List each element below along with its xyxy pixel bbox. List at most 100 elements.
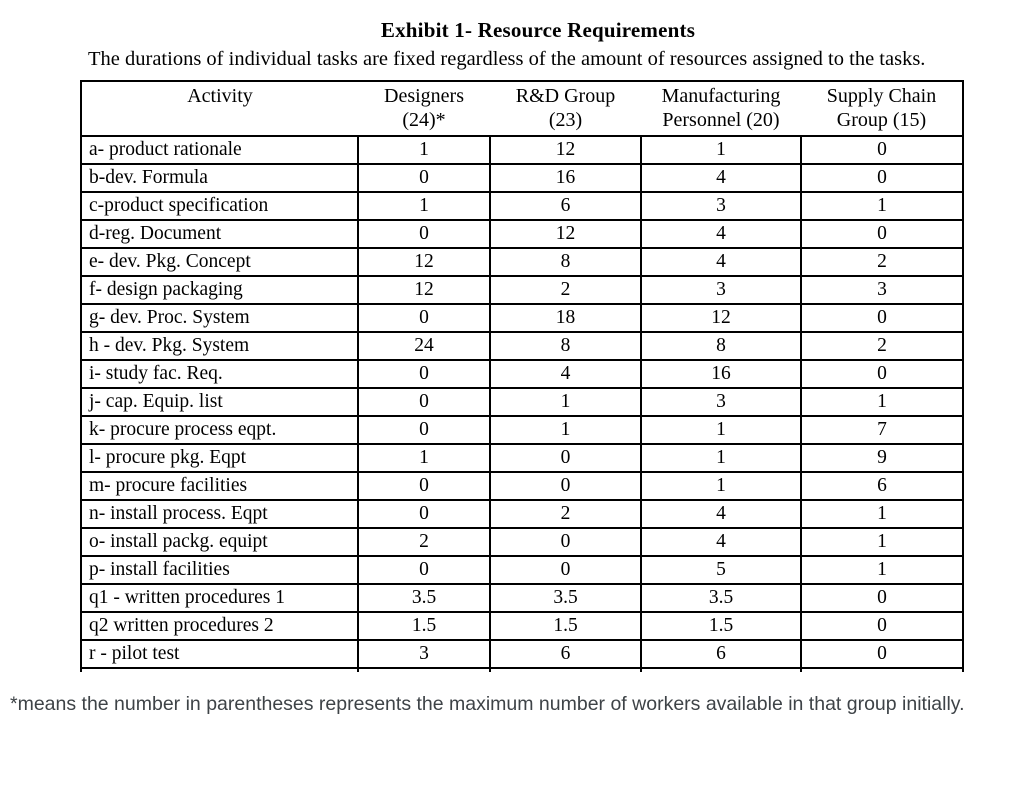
activity-cell: p- install facilities xyxy=(80,554,359,585)
supply-chain-value-cell: 6 xyxy=(800,470,964,501)
designers-value-cell: 3 xyxy=(357,638,491,669)
table-row: p- install facilities 0 0 5 1 xyxy=(80,554,964,585)
rd-group-value-cell: 1 xyxy=(489,386,642,417)
activity-cell: n- install process. Eqpt xyxy=(80,498,359,529)
column-header-designers: Designers (24)* xyxy=(358,80,490,137)
activity-cell: r - pilot test xyxy=(80,638,359,669)
manufacturing-value-cell: 4 xyxy=(640,162,802,193)
table-row: o- install packg. equipt 2 0 4 1 xyxy=(80,526,964,557)
manufacturing-value-cell: 3 xyxy=(640,386,802,417)
column-header-line1: R&D Group xyxy=(515,84,616,107)
column-header-manufacturing-personnel: Manufacturing Personnel (20) xyxy=(641,80,801,137)
manufacturing-value-cell: 4 xyxy=(640,218,802,249)
supply-chain-value-cell: 9 xyxy=(800,442,964,473)
column-header-line1: Designers xyxy=(384,84,464,107)
footnote: *means the number in parentheses represe… xyxy=(10,692,965,715)
table-row: e- dev. Pkg. Concept 12 8 4 2 xyxy=(80,246,964,277)
manufacturing-value-cell: 1 xyxy=(640,414,802,445)
supply-chain-value-cell: 1 xyxy=(800,386,964,417)
manufacturing-value-cell: 1.5 xyxy=(640,610,802,641)
column-header-line1: Manufacturing xyxy=(661,84,781,107)
rd-group-value-cell: 8 xyxy=(489,330,642,361)
manufacturing-value-cell: 8 xyxy=(640,330,802,361)
document-page: Exhibit 1- Resource Requirements The dur… xyxy=(0,18,1024,719)
column-header-line2: (23) xyxy=(548,108,583,131)
activity-cell: o- install packg. equipt xyxy=(80,526,359,557)
table-row: n- install process. Eqpt 0 2 4 1 xyxy=(80,498,964,529)
supply-chain-value-cell: 2 xyxy=(800,246,964,277)
activity-cell: q1 - written procedures 1 xyxy=(80,582,359,613)
supply-chain-value-cell: 0 xyxy=(800,134,964,165)
manufacturing-value-cell: 1 xyxy=(640,134,802,165)
designers-value-cell: 0 xyxy=(357,414,491,445)
column-header-line2: Group (15) xyxy=(836,108,927,131)
manufacturing-value-cell: 4 xyxy=(640,498,802,529)
manufacturing-value-cell: 5 xyxy=(640,554,802,585)
rd-group-value-cell: 6 xyxy=(489,638,642,669)
manufacturing-value-cell: 6 xyxy=(640,638,802,669)
supply-chain-value-cell: 0 xyxy=(800,162,964,193)
column-header-line2: (24)* xyxy=(402,108,446,131)
rd-group-value-cell: 2 xyxy=(489,274,642,305)
resource-requirements-table: Activity Designers (24)* R&D Group (23) … xyxy=(80,79,964,672)
rd-group-value-cell: 3.5 xyxy=(489,582,642,613)
column-header-line2: Personnel (20) xyxy=(662,108,780,131)
designers-value-cell: 1 xyxy=(357,134,491,165)
designers-value-cell: 0 xyxy=(357,302,491,333)
designers-value-cell: 2 xyxy=(357,526,491,557)
table-row: r - pilot test 3 6 6 0 xyxy=(80,638,964,669)
table-row: j- cap. Equip. list 0 1 3 1 xyxy=(80,386,964,417)
activity-cell: k- procure process eqpt. xyxy=(80,414,359,445)
table-row: f- design packaging 12 2 3 3 xyxy=(80,274,964,305)
intro-paragraph: The durations of individual tasks are fi… xyxy=(88,48,926,70)
designers-value-cell: 24 xyxy=(357,330,491,361)
supply-chain-value-cell: 0 xyxy=(800,610,964,641)
activity-cell: j- cap. Equip. list xyxy=(80,386,359,417)
activity-cell: f- design packaging xyxy=(80,274,359,305)
manufacturing-value-cell: 4 xyxy=(640,246,802,277)
column-header-activity: Activity xyxy=(81,80,358,137)
supply-chain-value-cell: 0 xyxy=(800,302,964,333)
table-row: c-product specification 1 6 3 1 xyxy=(80,190,964,221)
manufacturing-value-cell: 3.5 xyxy=(640,582,802,613)
designers-value-cell: 1 xyxy=(357,190,491,221)
table-row: g- dev. Proc. System 0 18 12 0 xyxy=(80,302,964,333)
table-row: l- procure pkg. Eqpt 1 0 1 9 xyxy=(80,442,964,473)
rd-group-value-cell: 0 xyxy=(489,554,642,585)
supply-chain-value-cell: 0 xyxy=(800,638,964,669)
activity-cell: l- procure pkg. Eqpt xyxy=(80,442,359,473)
activity-cell: g- dev. Proc. System xyxy=(80,302,359,333)
manufacturing-value-cell: 3 xyxy=(640,274,802,305)
rd-group-value-cell: 12 xyxy=(489,218,642,249)
supply-chain-value-cell: 3 xyxy=(800,274,964,305)
table-row: k- procure process eqpt. 0 1 1 7 xyxy=(80,414,964,445)
manufacturing-value-cell: 16 xyxy=(640,358,802,389)
designers-value-cell: 0 xyxy=(357,162,491,193)
activity-cell: m- procure facilities xyxy=(80,470,359,501)
table-header-row: Activity Designers (24)* R&D Group (23) … xyxy=(81,80,963,137)
supply-chain-value-cell: 0 xyxy=(800,358,964,389)
rd-group-value-cell: 1.5 xyxy=(489,610,642,641)
table-row: i- study fac. Req. 0 4 16 0 xyxy=(80,358,964,389)
table-row: m- procure facilities 0 0 1 6 xyxy=(80,470,964,501)
designers-value-cell: 0 xyxy=(357,358,491,389)
table-row: q1 - written procedures 1 3.5 3.5 3.5 0 xyxy=(80,582,964,613)
activity-cell: i- study fac. Req. xyxy=(80,358,359,389)
activity-cell: d-reg. Document xyxy=(80,218,359,249)
designers-value-cell: 3.5 xyxy=(357,582,491,613)
table-row: d-reg. Document 0 12 4 0 xyxy=(80,218,964,249)
designers-value-cell: 0 xyxy=(357,470,491,501)
table-row: a- product rationale 1 12 1 0 xyxy=(80,134,964,165)
manufacturing-value-cell: 4 xyxy=(640,526,802,557)
rd-group-value-cell: 8 xyxy=(489,246,642,277)
table-bottom-stub xyxy=(80,667,964,672)
supply-chain-value-cell: 1 xyxy=(800,498,964,529)
rd-group-value-cell: 1 xyxy=(489,414,642,445)
rd-group-value-cell: 12 xyxy=(489,134,642,165)
activity-cell: b-dev. Formula xyxy=(80,162,359,193)
rd-group-value-cell: 0 xyxy=(489,470,642,501)
exhibit-title: Exhibit 1- Resource Requirements xyxy=(380,18,696,42)
supply-chain-value-cell: 7 xyxy=(800,414,964,445)
activity-cell: q2 written procedures 2 xyxy=(80,610,359,641)
designers-value-cell: 1 xyxy=(357,442,491,473)
